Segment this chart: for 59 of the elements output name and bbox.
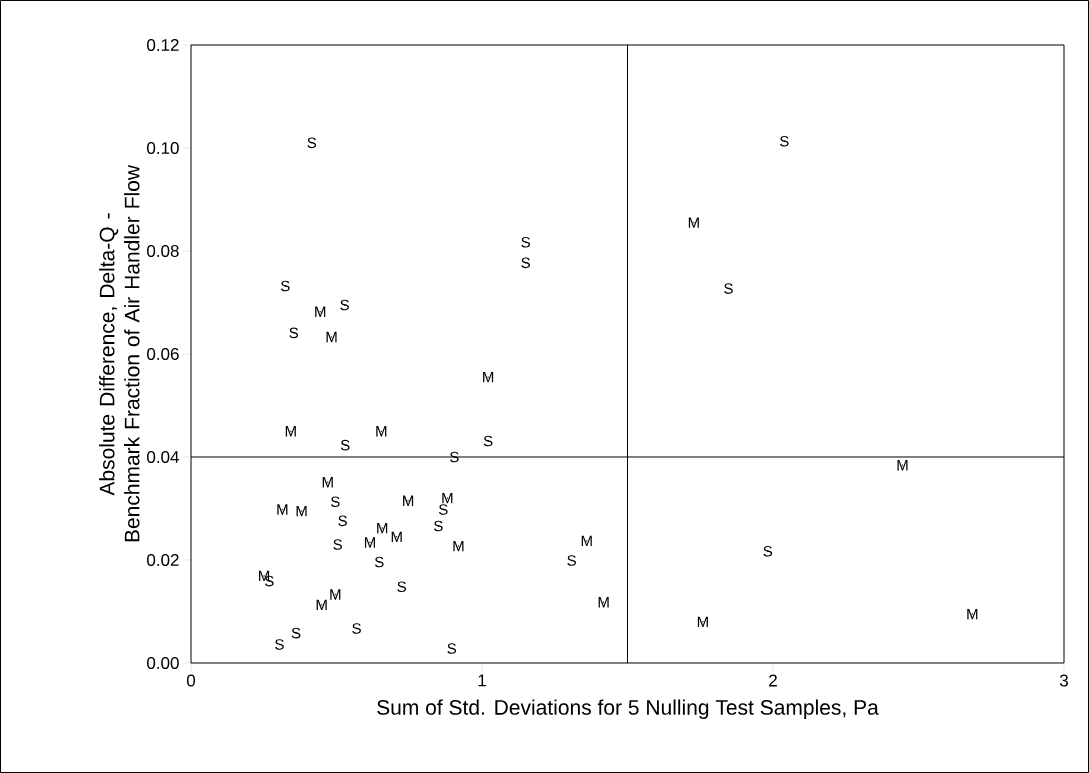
text: S [289,327,299,339]
text: S [447,643,457,654]
text: M [897,460,908,471]
text: S [483,435,493,447]
text: M [315,306,326,317]
text: S [724,283,733,294]
text: M [967,608,978,620]
y-tick-label: 0.00 [147,656,179,670]
y-tick-label: 0.12 [147,38,179,52]
text: S [307,137,317,149]
text: M [377,522,388,534]
text: M [483,372,494,383]
text: M [453,540,464,552]
text: S [291,627,301,639]
text: S [780,135,789,147]
text: M [322,477,333,488]
text: S [280,280,290,292]
text: S [450,451,459,463]
series-label: S [338,515,347,527]
x-axis-title: Sum of Std. Deviations for 5 Nulling Test Samples, Pa [377,699,879,719]
text: M [316,599,327,610]
text: M [581,535,592,547]
text: S [352,623,361,634]
text: S [434,520,443,532]
text: M [330,589,341,600]
text: M [285,426,296,437]
series-label: M [442,493,453,504]
text: M [277,504,288,515]
y-tick-label: 0.02 [147,553,179,567]
y-tick-label: 0.08 [147,244,179,258]
text: S [333,539,342,550]
text: M [364,537,375,548]
x-tick-label: 1 [478,674,486,687]
text: S [521,236,530,248]
y-axis-title: Absolute Difference, Delta-Q - Benchmark Fraction of Air Handler Flow [99,164,140,542]
text: M [697,616,708,627]
text: S [340,439,350,451]
text: M [326,331,337,343]
text: S [340,299,349,311]
x-tick-label: 3 [1059,674,1068,687]
text: S [374,556,384,568]
text: S [763,545,773,557]
text: M [598,597,609,608]
y-tick-label: 0.04 [147,450,179,464]
text: S [331,496,340,508]
text: S [521,257,530,269]
text: S [275,639,284,650]
x-tick-label: 0 [186,674,196,687]
text: S [397,581,406,593]
y-tick-label: 0.10 [147,141,179,155]
text: M [688,217,699,228]
text: M [403,495,414,506]
text: M [391,531,402,542]
text: S [567,555,576,566]
x-tick-label: 2 [769,674,777,687]
y-tick-label: 0.06 [147,347,179,361]
text: M [296,505,307,517]
text: S [438,504,448,515]
text: M [376,426,387,437]
